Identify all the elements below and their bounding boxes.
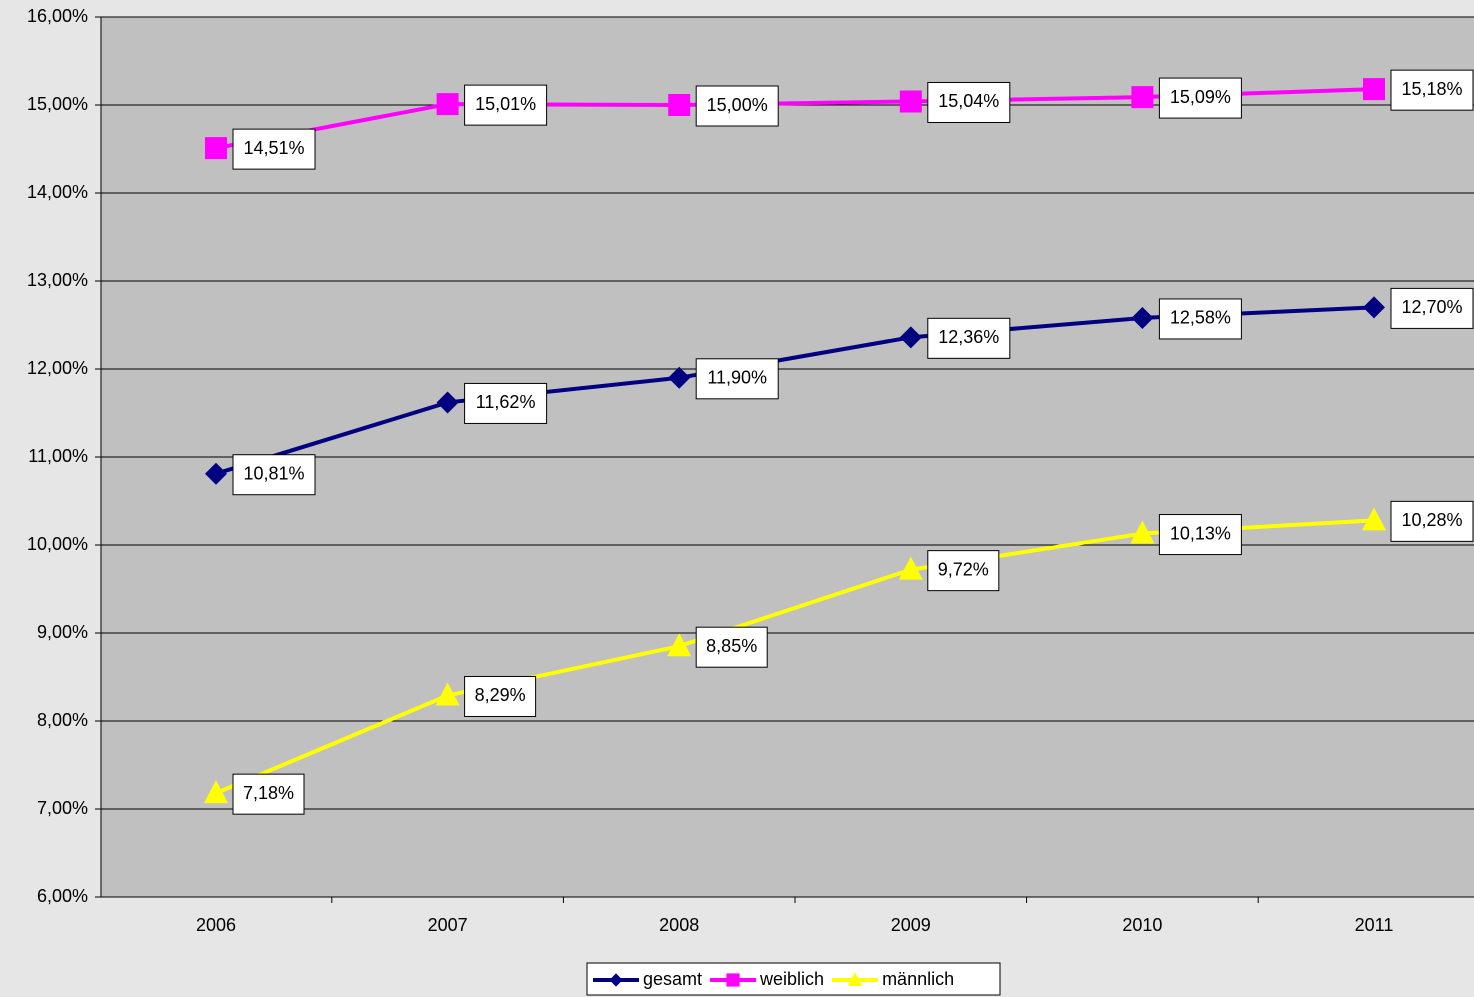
point [1130,520,1155,544]
legend-label: gesamt [643,969,702,989]
point [1131,306,1154,329]
data-label: 12,36% [938,327,999,347]
data-label-box [927,317,1011,359]
data-label: 15,09% [1170,87,1231,107]
x-tick-label: 2009 [891,915,931,935]
point [205,137,227,160]
point [436,391,459,414]
data-label: 12,70% [1401,297,1462,317]
x-tick-label: 2010 [1122,915,1162,935]
y-tick-label: 9,00% [37,622,88,642]
data-label: 10,13% [1170,523,1231,543]
data-label: 10,81% [243,463,304,483]
data-label: 15,01% [475,94,536,114]
data-label: 9,72% [938,559,989,579]
legend-label: weiblich [759,969,824,989]
y-tick-label: 8,00% [37,710,88,730]
data-label-box [1390,287,1474,329]
data-label: 8,85% [706,636,757,656]
point [668,94,691,116]
point [204,780,228,804]
data-label: 12,58% [1170,308,1231,328]
legend-label: männlich [882,969,954,989]
data-label-box [232,773,305,815]
data-label-box [1158,77,1242,119]
x-tick-label: 2011 [1355,915,1394,935]
data-label-box [927,81,1011,123]
data-label: 10,28% [1401,510,1462,530]
y-tick-label: 10,00% [27,534,88,554]
data-label-box [464,675,537,717]
point [668,366,691,389]
data-label: 15,04% [938,91,999,111]
y-tick-label: 13,00% [27,270,88,290]
data-label-box [1158,514,1242,556]
point [1362,507,1386,531]
point [205,462,227,485]
x-tick-label: 2008 [659,915,699,935]
y-tick-label: 7,00% [37,798,88,818]
y-tick-label: 11,00% [28,446,88,466]
point [667,633,692,657]
point [435,682,460,706]
legend-marker [847,972,863,986]
y-tick-label: 15,00% [27,94,88,114]
data-label: 15,18% [1401,79,1462,99]
data-label: 8,29% [475,685,526,705]
point [1131,86,1154,109]
data-label-box [1390,500,1474,542]
y-tick-label: 12,00% [27,358,88,378]
point [898,556,923,580]
data-label: 15,00% [707,95,768,115]
data-label: 14,51% [243,138,304,158]
data-label-box [1390,69,1474,111]
point [1363,296,1385,319]
y-tick-label: 14,00% [27,182,88,202]
data-label-box [464,84,548,126]
data-label-box [1158,298,1242,340]
data-label-box [232,128,316,170]
legend [586,962,1001,996]
data-label: 7,18% [243,783,294,803]
data-label-box [927,550,1000,592]
data-label-box [464,382,548,424]
data-label: 11,90% [707,368,767,388]
legend-marker [726,973,740,987]
point [899,90,922,113]
data-label: 11,62% [476,392,536,412]
point [436,93,459,116]
x-tick-label: 2007 [428,915,468,935]
data-label-box [695,626,768,668]
point [1363,78,1385,101]
data-label-box [695,85,779,127]
data-label-box [695,358,779,400]
data-label-box [232,454,316,496]
y-tick-label: 6,00% [37,886,88,906]
x-tick-label: 2006 [196,915,236,935]
y-tick-label: 16,00% [27,6,88,26]
point [899,326,922,349]
